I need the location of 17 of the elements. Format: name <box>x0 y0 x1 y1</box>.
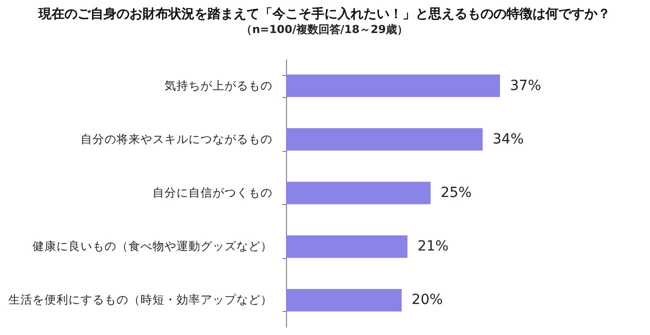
y-tick-label: 生活を便利にするもの（時短・効率アップなど） <box>8 292 272 307</box>
data-label: 34% <box>492 131 524 148</box>
data-label: 20% <box>412 292 443 308</box>
y-tick-label: 自分に自信がつくもの <box>152 186 272 200</box>
bar <box>286 74 500 98</box>
data-label: 21% <box>417 238 449 255</box>
data-label: 25% <box>440 185 472 201</box>
y-tick-label: 気持ちが上がるもの <box>164 78 272 92</box>
bar <box>286 235 408 258</box>
data-label: 37% <box>510 78 542 94</box>
y-tick-label: 自分の将来やスキルにつながるもの <box>80 132 272 146</box>
bar <box>286 288 402 312</box>
y-tick-label: 健康に良いもの（食べ物や運動グッズなど） <box>32 239 272 254</box>
chart-title: 現在のご自身のお財布状況を踏まえて「今こそ手に入れたい！」と思えるものの特徴は何ですか？ <box>38 6 611 22</box>
bar <box>286 182 431 204</box>
chart-subtitle: （n=100/複数回答/18～29歳） <box>241 23 408 36</box>
bar <box>286 128 483 151</box>
